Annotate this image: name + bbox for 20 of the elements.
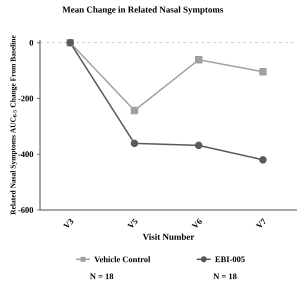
x-axis-title: Visit Number [142,234,194,240]
x-tick-label: V5 [127,218,138,228]
point [194,142,202,150]
point [130,106,138,114]
x-tick-label: V7 [256,218,266,228]
legend-label: EBI-005 [215,256,245,262]
x-tick-label: V3 [62,218,74,228]
y-tick-label: -400 [18,151,34,158]
point [259,156,267,164]
chart-title: Mean Change in Related Nasal Symptoms [62,6,224,15]
text: N = 18 [213,273,237,280]
point [130,140,138,148]
x-tick-label: V6 [191,218,202,228]
point [194,56,202,64]
legend-label: Vehicle Control [94,256,150,262]
y-tick-label: 0 [30,40,34,46]
text: N = 18 [90,273,114,280]
y-tick-label: -200 [18,96,34,102]
y-tick-label: -600 [18,207,34,213]
point [259,68,267,76]
